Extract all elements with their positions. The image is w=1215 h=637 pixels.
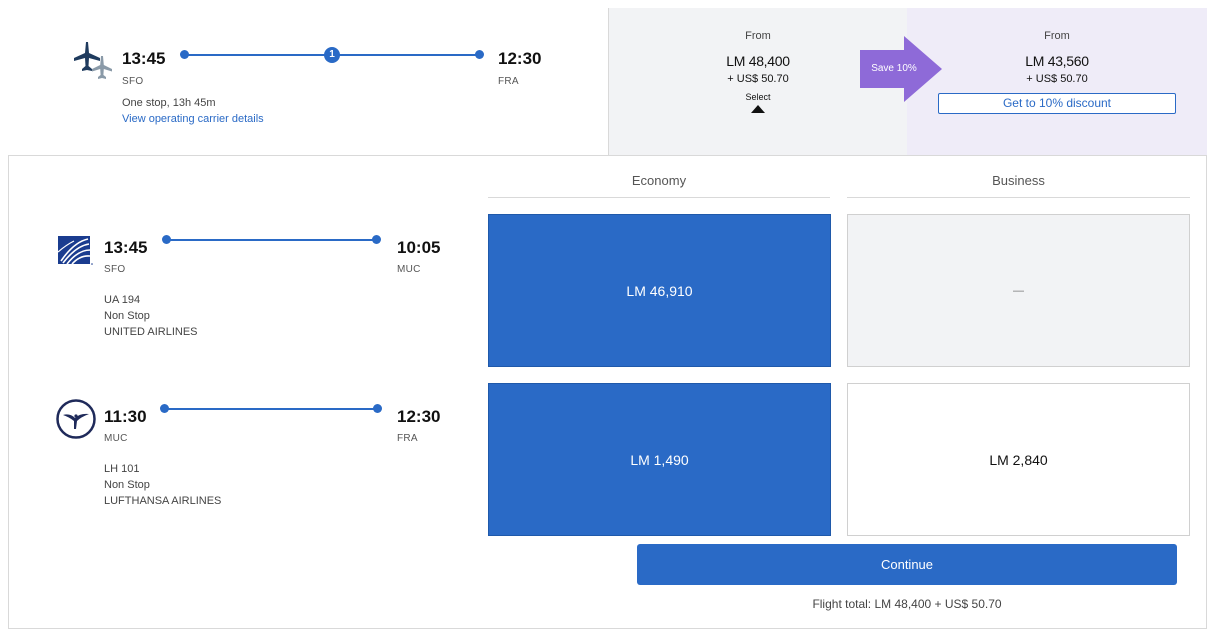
segment-1-origin-dot <box>162 235 171 244</box>
segment-1-stop-info: Non Stop <box>104 310 150 322</box>
segment-1-business-price: — <box>1013 284 1024 297</box>
segment-2-flight-number: LH 101 <box>104 463 140 475</box>
segment-1-business-fare-cell: — <box>847 214 1190 367</box>
stops-badge: 1 <box>324 47 340 63</box>
segment-2-route-line <box>165 408 378 410</box>
save-badge-text: Save 10% <box>871 63 917 74</box>
summary-origin-dot <box>180 50 189 59</box>
segment-2-origin-dot <box>160 404 169 413</box>
business-fee: + US$ 50.70 <box>1026 73 1088 85</box>
business-fare-option[interactable] <box>907 8 1207 156</box>
segment-1-airline: UNITED AIRLINES <box>104 326 198 338</box>
segment-2-depart-code: MUC <box>104 433 128 444</box>
segment-1-destination-dot <box>372 235 381 244</box>
summary-depart-time: 13:45 <box>122 49 166 68</box>
united-airlines-logo <box>58 236 93 265</box>
summary-arrive-code: FRA <box>498 76 519 87</box>
segment-1-arrive-time: 10:05 <box>397 238 441 257</box>
segment-1-economy-fare-cell[interactable]: LM 46,910 <box>488 214 831 367</box>
lufthansa-logo <box>56 399 96 439</box>
segment-1-depart-time: 13:45 <box>104 238 148 257</box>
segment-1-flight-number: UA 194 <box>104 294 141 306</box>
segment-1-arrive-code: MUC <box>397 264 421 275</box>
economy-column-header: Economy <box>631 173 687 188</box>
get-discount-button[interactable]: Get to 10% discount <box>938 93 1176 114</box>
segment-2-airline: LUFTHANSA AIRLINES <box>104 495 222 507</box>
caret-up-icon <box>751 105 765 113</box>
economy-fare-option[interactable] <box>609 8 907 156</box>
segment-2-depart-time: 11:30 <box>104 407 147 426</box>
airplanes-icon <box>74 42 112 79</box>
select-label[interactable]: Select <box>745 92 771 102</box>
summary-depart-code: SFO <box>122 76 144 87</box>
segment-1-depart-code: SFO <box>104 264 126 275</box>
segment-2-business-price: LM 2,840 <box>989 451 1048 468</box>
economy-fee: + US$ 50.70 <box>727 73 789 85</box>
economy-from-price: LM 48,400 <box>726 53 790 69</box>
segment-2-stop-info: Non Stop <box>104 479 150 491</box>
business-column-header: Business <box>992 173 1045 188</box>
continue-button[interactable]: Continue <box>637 544 1177 585</box>
segment-2-arrive-time: 12:30 <box>397 407 441 426</box>
segment-2-economy-fare-cell[interactable]: LM 1,490 <box>488 383 831 536</box>
segment-2-destination-dot <box>373 404 382 413</box>
summary-arrive-time: 12:30 <box>498 49 542 68</box>
flight-total: Flight total: LM 48,400 + US$ 50.70 <box>812 597 1002 611</box>
flight-summary <box>8 8 609 156</box>
summary-destination-dot <box>475 50 484 59</box>
segment-1-route-line <box>167 239 377 241</box>
view-carrier-details-link[interactable]: View operating carrier details <box>122 113 264 125</box>
economy-header-rule <box>488 197 830 198</box>
business-from-price: LM 43,560 <box>1025 53 1089 69</box>
business-from-label: From <box>1044 30 1070 42</box>
segment-2-economy-price: LM 1,490 <box>630 451 689 468</box>
segment-2-business-fare-cell[interactable]: LM 2,840 <box>847 383 1190 536</box>
save-arrow-badge <box>860 36 942 102</box>
segment-1-economy-price: LM 46,910 <box>626 282 693 299</box>
business-header-rule <box>847 197 1190 198</box>
segment-2-arrive-code: FRA <box>397 433 418 444</box>
stops-duration-text: One stop, 13h 45m <box>122 97 216 109</box>
economy-from-label: From <box>745 30 771 42</box>
